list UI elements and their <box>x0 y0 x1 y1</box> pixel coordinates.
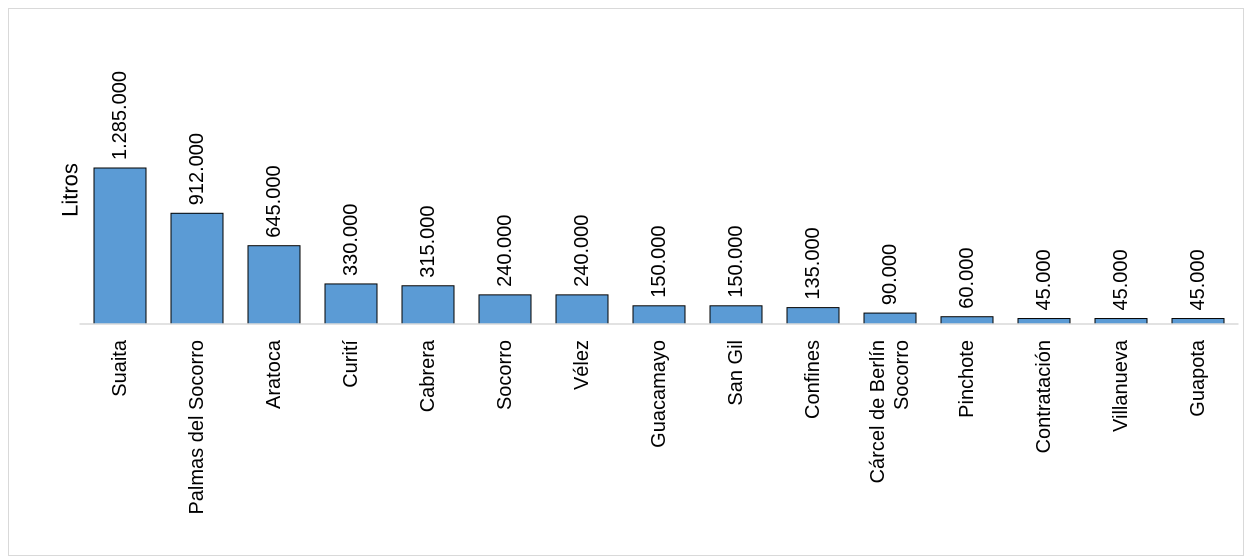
data-label: 240.000 <box>494 215 516 287</box>
category-label-line: Palmas del Socorro <box>186 340 208 515</box>
bar <box>710 306 762 324</box>
category-label-line: Vélez <box>571 340 593 390</box>
category-label: Palmas del Socorro <box>186 340 208 515</box>
bar <box>479 295 531 324</box>
category-label-line: Contratación <box>1033 340 1055 453</box>
category-label-line: Guapota <box>1187 339 1209 417</box>
bar <box>941 317 993 324</box>
y-axis-label: Litros <box>58 163 83 217</box>
bar <box>325 284 377 324</box>
category-label: San Gil <box>725 340 747 406</box>
bar <box>787 308 839 324</box>
category-label: Cabrera <box>417 339 439 412</box>
bar <box>864 313 916 324</box>
category-label-line: San Gil <box>725 340 747 406</box>
category-label-line: Socorro <box>891 340 913 410</box>
category-label-line: Guacamayo <box>648 340 670 448</box>
data-label: 240.000 <box>571 215 593 287</box>
category-label: Contratación <box>1033 340 1055 453</box>
bar <box>556 295 608 324</box>
category-label: Guapota <box>1187 339 1209 417</box>
category-label: Confines <box>802 340 824 419</box>
bar <box>1018 319 1070 324</box>
bar <box>402 286 454 324</box>
category-label: Curití <box>340 340 362 388</box>
category-label: Guacamayo <box>648 340 670 448</box>
category-label-line: Curití <box>340 340 362 388</box>
bar <box>171 213 223 324</box>
category-label-line: Cabrera <box>417 339 439 412</box>
category-label: Pinchote <box>956 340 978 418</box>
data-label: 45.000 <box>1187 249 1209 310</box>
bar <box>1172 319 1224 324</box>
data-label: 45.000 <box>1110 249 1132 310</box>
category-label-line: Socorro <box>494 340 516 410</box>
category-label: Vélez <box>571 340 593 390</box>
category-label-line: Suaita <box>109 339 131 397</box>
data-label: 60.000 <box>956 248 978 309</box>
bar <box>633 306 685 324</box>
data-label: 90.000 <box>879 244 901 305</box>
category-label-line: Pinchote <box>956 340 978 418</box>
data-label: 135.000 <box>802 227 824 299</box>
data-label: 315.000 <box>417 205 439 277</box>
bar <box>1095 319 1147 324</box>
data-label: 1.285.000 <box>109 71 131 160</box>
category-label: Cárcel de Berlín Socorro <box>867 340 913 483</box>
data-label: 645.000 <box>263 165 285 237</box>
category-label: Villanueva <box>1110 339 1132 432</box>
bar <box>248 246 300 324</box>
data-label: 150.000 <box>725 225 747 297</box>
category-label-line: Confines <box>802 340 824 419</box>
category-label-line: Cárcel de Berlín <box>867 340 889 483</box>
category-label: Aratoca <box>263 339 285 409</box>
category-label-line: Aratoca <box>263 339 285 409</box>
data-label: 330.000 <box>340 204 362 276</box>
category-label-line: Villanueva <box>1110 339 1132 432</box>
data-label: 912.000 <box>186 133 208 205</box>
category-label: Socorro <box>494 340 516 410</box>
data-label: 150.000 <box>648 225 670 297</box>
bar <box>94 168 146 324</box>
category-label: Suaita <box>109 339 131 397</box>
data-label: 45.000 <box>1033 249 1055 310</box>
